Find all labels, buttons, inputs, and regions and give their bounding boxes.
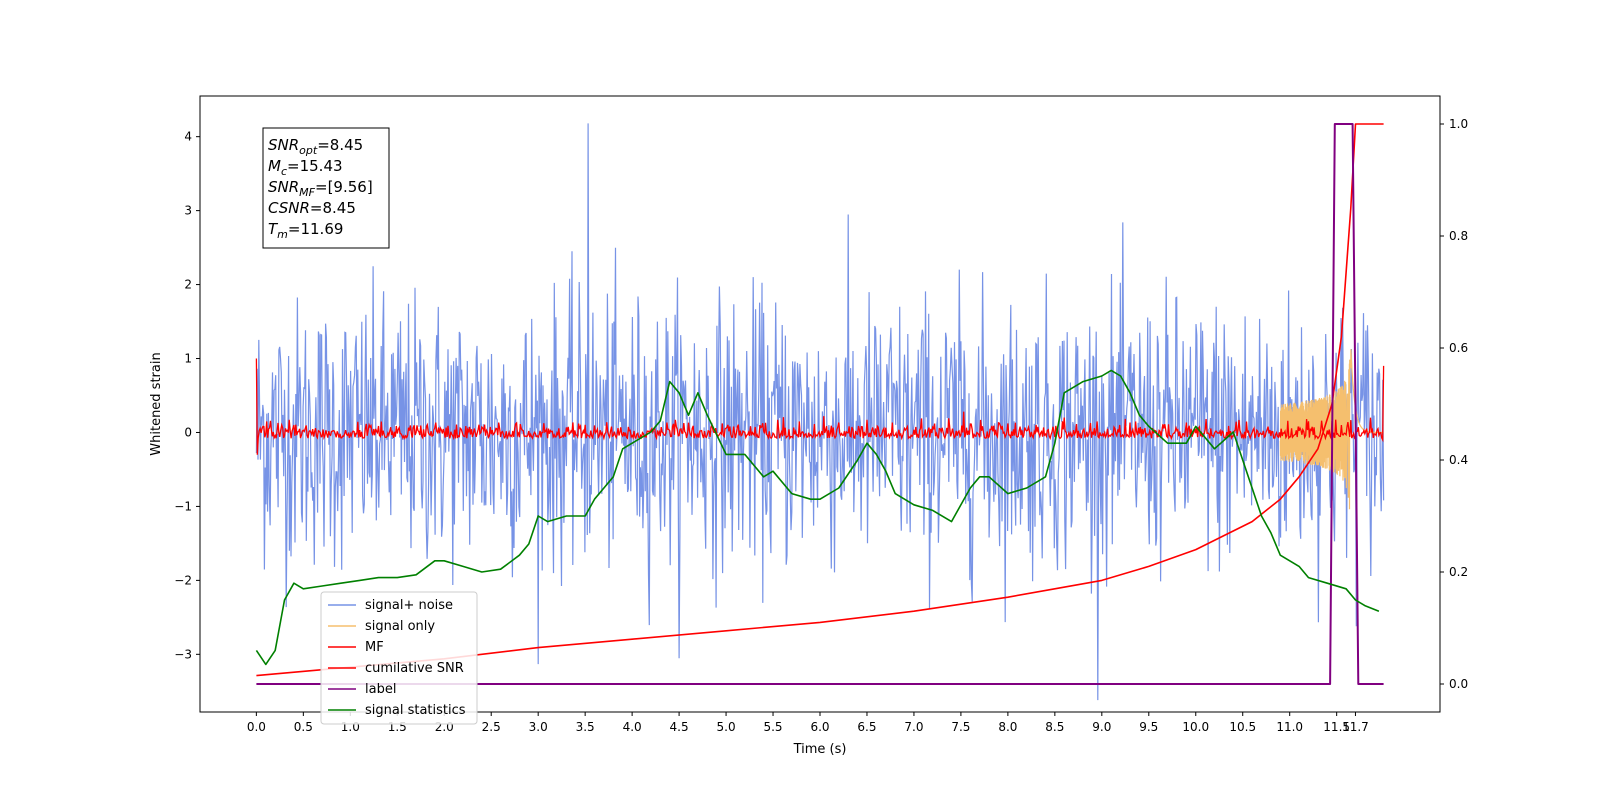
annotation-symbol: M [268,157,281,175]
y-tick-label: 3 [184,204,192,218]
x-tick-label: 6.5 [857,720,876,734]
y-tick-label: 0 [184,425,192,439]
x-tick-label: 8.0 [998,720,1017,734]
series-label [256,123,1384,685]
legend-label: MF [365,640,384,655]
x-tick-label: 10.5 [1229,720,1256,734]
annotation-subscript: opt [299,144,318,157]
x-tick-label: 8.5 [1045,720,1064,734]
y2-tick-label: 0.2 [1449,565,1468,579]
x-tick-label: 11.5 [1323,720,1350,734]
annotation-value: =8.45 [310,199,356,217]
x-axis-label: Time (s) [793,742,847,757]
annotation-value: =15.43 [287,157,343,175]
y-tick-label: 4 [184,130,192,144]
y-tick-label: −3 [174,647,192,661]
series-mf [255,358,1385,455]
x-tick-label: 5.5 [763,720,782,734]
y-axis-label: Whitened strain [149,352,164,455]
x-tick-label: 0.5 [294,720,313,734]
annotation-subscript: MF [299,186,315,199]
annotation-line: SNRMF=[9.56] [268,178,373,199]
legend-label: cumilative SNR [365,661,464,676]
x-tick-label: 10.0 [1182,720,1209,734]
annotation-box: SNRopt=8.45Mc=15.43SNRMF=[9.56]CSNR=8.45… [262,127,390,249]
plot-area [255,123,1385,701]
y-axis-right: 1.0 0.8 0.6 0.4 0.2 0.0 [1440,117,1468,691]
legend-label: signal only [365,619,435,634]
legend: signal+ noise signal only MF cumilative SNR… [320,591,478,725]
y-tick-label: −1 [174,499,192,513]
annotation-subscript: m [277,228,288,241]
x-tick-label: 3.5 [576,720,595,734]
x-tick-label: 7.5 [951,720,970,734]
y2-tick-label: 0.6 [1449,341,1468,355]
legend-label: label [365,682,396,697]
x-tick-label: 9.0 [1092,720,1111,734]
annotation-symbol: SNR [268,136,299,154]
x-tick-label: 7.0 [904,720,923,734]
series-cumulative-snr [256,123,1384,677]
x-tick-label: 4.5 [670,720,689,734]
legend-frame [320,591,478,725]
annotation-value: =[9.56] [315,178,373,196]
annotation-line: Tm=11.69 [268,220,343,241]
x-tick-label: 11.7 [1342,720,1369,734]
y2-tick-label: 1.0 [1449,117,1468,131]
x-axis: 0.0 0.5 1.0 1.5 2.0 2.5 3.0 3.5 4.0 4.5 5.0 5.5 6.0 6… [247,712,1369,734]
annotation-line: Mc=15.43 [268,157,343,178]
annotation-value: =8.45 [317,136,363,154]
y-axis-left: 4 3 2 1 0 −1 −2 −3 [174,130,200,661]
annotation-subscript: c [281,165,287,178]
legend-label: signal+ noise [365,598,453,613]
annotation-symbol: CSNR [268,199,310,217]
y-tick-label: 2 [184,278,192,292]
y-tick-label: −2 [174,573,192,587]
x-tick-label: 2.5 [482,720,501,734]
y-tick-label: 1 [184,352,192,366]
y2-tick-label: 0.4 [1449,453,1468,467]
x-tick-label: 5.0 [717,720,736,734]
annotation-symbol: SNR [268,178,299,196]
x-tick-label: 0.0 [247,720,266,734]
x-tick-label: 3.0 [529,720,548,734]
x-tick-label: 9.5 [1139,720,1158,734]
series-signal-statistics [255,369,1380,666]
annotation-line: CSNR=8.45 [268,199,356,217]
x-tick-label: 4.0 [623,720,642,734]
x-tick-label: 11.0 [1276,720,1303,734]
y2-tick-label: 0.8 [1449,229,1468,243]
annotation-line: SNRopt=8.45 [268,136,363,157]
annotation-frame [262,127,390,249]
x-tick-label: 6.0 [810,720,829,734]
annotation-symbol: T [268,220,279,238]
legend-label: signal statistics [365,703,466,718]
y2-tick-label: 0.0 [1449,677,1468,691]
annotation-value: =11.69 [288,220,344,238]
